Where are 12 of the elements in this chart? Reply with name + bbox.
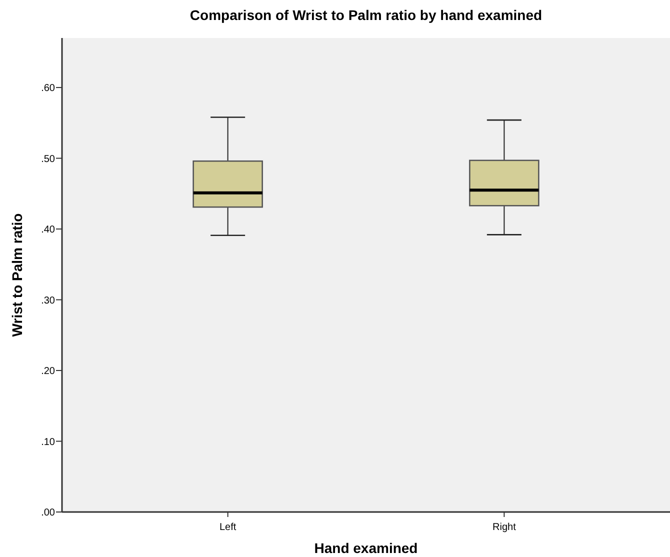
x-tick-label: Left xyxy=(219,522,236,533)
x-tick-label: Right xyxy=(492,522,516,533)
y-tick-label: .40 xyxy=(41,224,56,236)
y-axis-title: Wrist to Palm ratio xyxy=(9,213,25,337)
y-tick-label: .60 xyxy=(41,83,56,94)
y-tick-label: .50 xyxy=(41,154,56,165)
y-tick-label: .00 xyxy=(41,508,56,518)
y-tick-label: .20 xyxy=(41,366,56,378)
x-axis-title: Hand examined xyxy=(314,540,418,556)
y-tick-label: .30 xyxy=(41,295,56,306)
chart-title: Comparison of Wrist to Palm ratio by hand examined xyxy=(190,7,542,23)
y-tick-label: .10 xyxy=(41,436,56,448)
